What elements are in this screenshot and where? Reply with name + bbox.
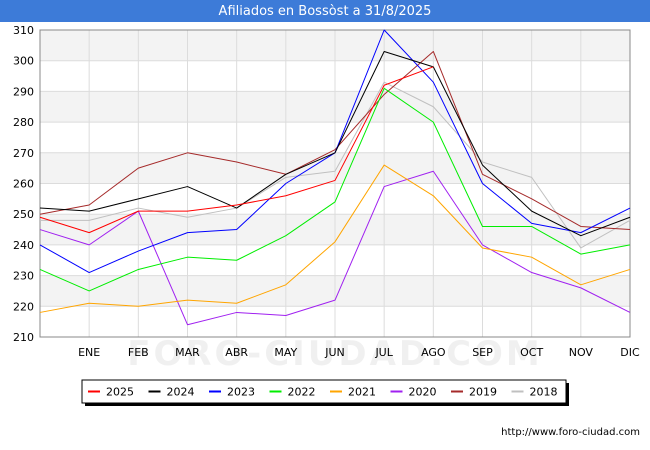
legend-label-2019: 2019 bbox=[469, 386, 497, 399]
y-tick-label: 270 bbox=[13, 147, 34, 160]
x-tick-label: SEP bbox=[472, 346, 493, 359]
y-tick-label: 310 bbox=[13, 24, 34, 37]
y-tick-label: 250 bbox=[13, 208, 34, 221]
legend-label-2018: 2018 bbox=[530, 386, 558, 399]
legend-label-2023: 2023 bbox=[227, 386, 255, 399]
x-tick-label: FEB bbox=[128, 346, 149, 359]
y-tick-label: 240 bbox=[13, 239, 34, 252]
x-tick-label: MAR bbox=[175, 346, 200, 359]
x-tick-label: MAY bbox=[274, 346, 297, 359]
y-tick-label: 290 bbox=[13, 85, 34, 98]
x-tick-label: AGO bbox=[421, 346, 446, 359]
x-tick-label: DIC bbox=[620, 346, 640, 359]
legend-label-2021: 2021 bbox=[348, 386, 376, 399]
x-tick-label: ENE bbox=[78, 346, 100, 359]
series-line-2025 bbox=[39, 66, 434, 234]
series-line-2018 bbox=[40, 81, 631, 249]
series-line-2024 bbox=[39, 50, 631, 237]
x-tick-label: OCT bbox=[520, 346, 543, 359]
source-url[interactable]: http://www.foro-ciudad.com bbox=[501, 427, 640, 438]
legend-label-2020: 2020 bbox=[409, 386, 437, 399]
y-tick-label: 230 bbox=[13, 270, 34, 283]
x-tick-label: JUL bbox=[374, 346, 393, 359]
series-line-2021 bbox=[39, 164, 631, 313]
watermark-text: FORO-CIUDAD.COM bbox=[127, 334, 543, 374]
plot-border bbox=[39, 29, 631, 338]
series-line-2019 bbox=[39, 50, 631, 231]
legend-label-2025: 2025 bbox=[106, 386, 134, 399]
series-line-2022 bbox=[39, 87, 631, 292]
legend-label-2022: 2022 bbox=[288, 386, 316, 399]
x-tick-label: NOV bbox=[569, 346, 594, 359]
y-tick-label: 220 bbox=[13, 300, 34, 313]
legend-box bbox=[81, 379, 567, 404]
y-tick-label: 280 bbox=[13, 116, 34, 129]
x-tick-label: JUN bbox=[324, 346, 345, 359]
chart-title: Afiliados en Bossòst a 31/8/2025 bbox=[0, 0, 650, 22]
y-tick-label: 260 bbox=[13, 178, 34, 191]
y-tick-label: 300 bbox=[13, 55, 34, 68]
x-tick-label: ABR bbox=[225, 346, 248, 359]
legend-label-2024: 2024 bbox=[167, 386, 195, 399]
y-tick-label: 210 bbox=[13, 331, 34, 344]
